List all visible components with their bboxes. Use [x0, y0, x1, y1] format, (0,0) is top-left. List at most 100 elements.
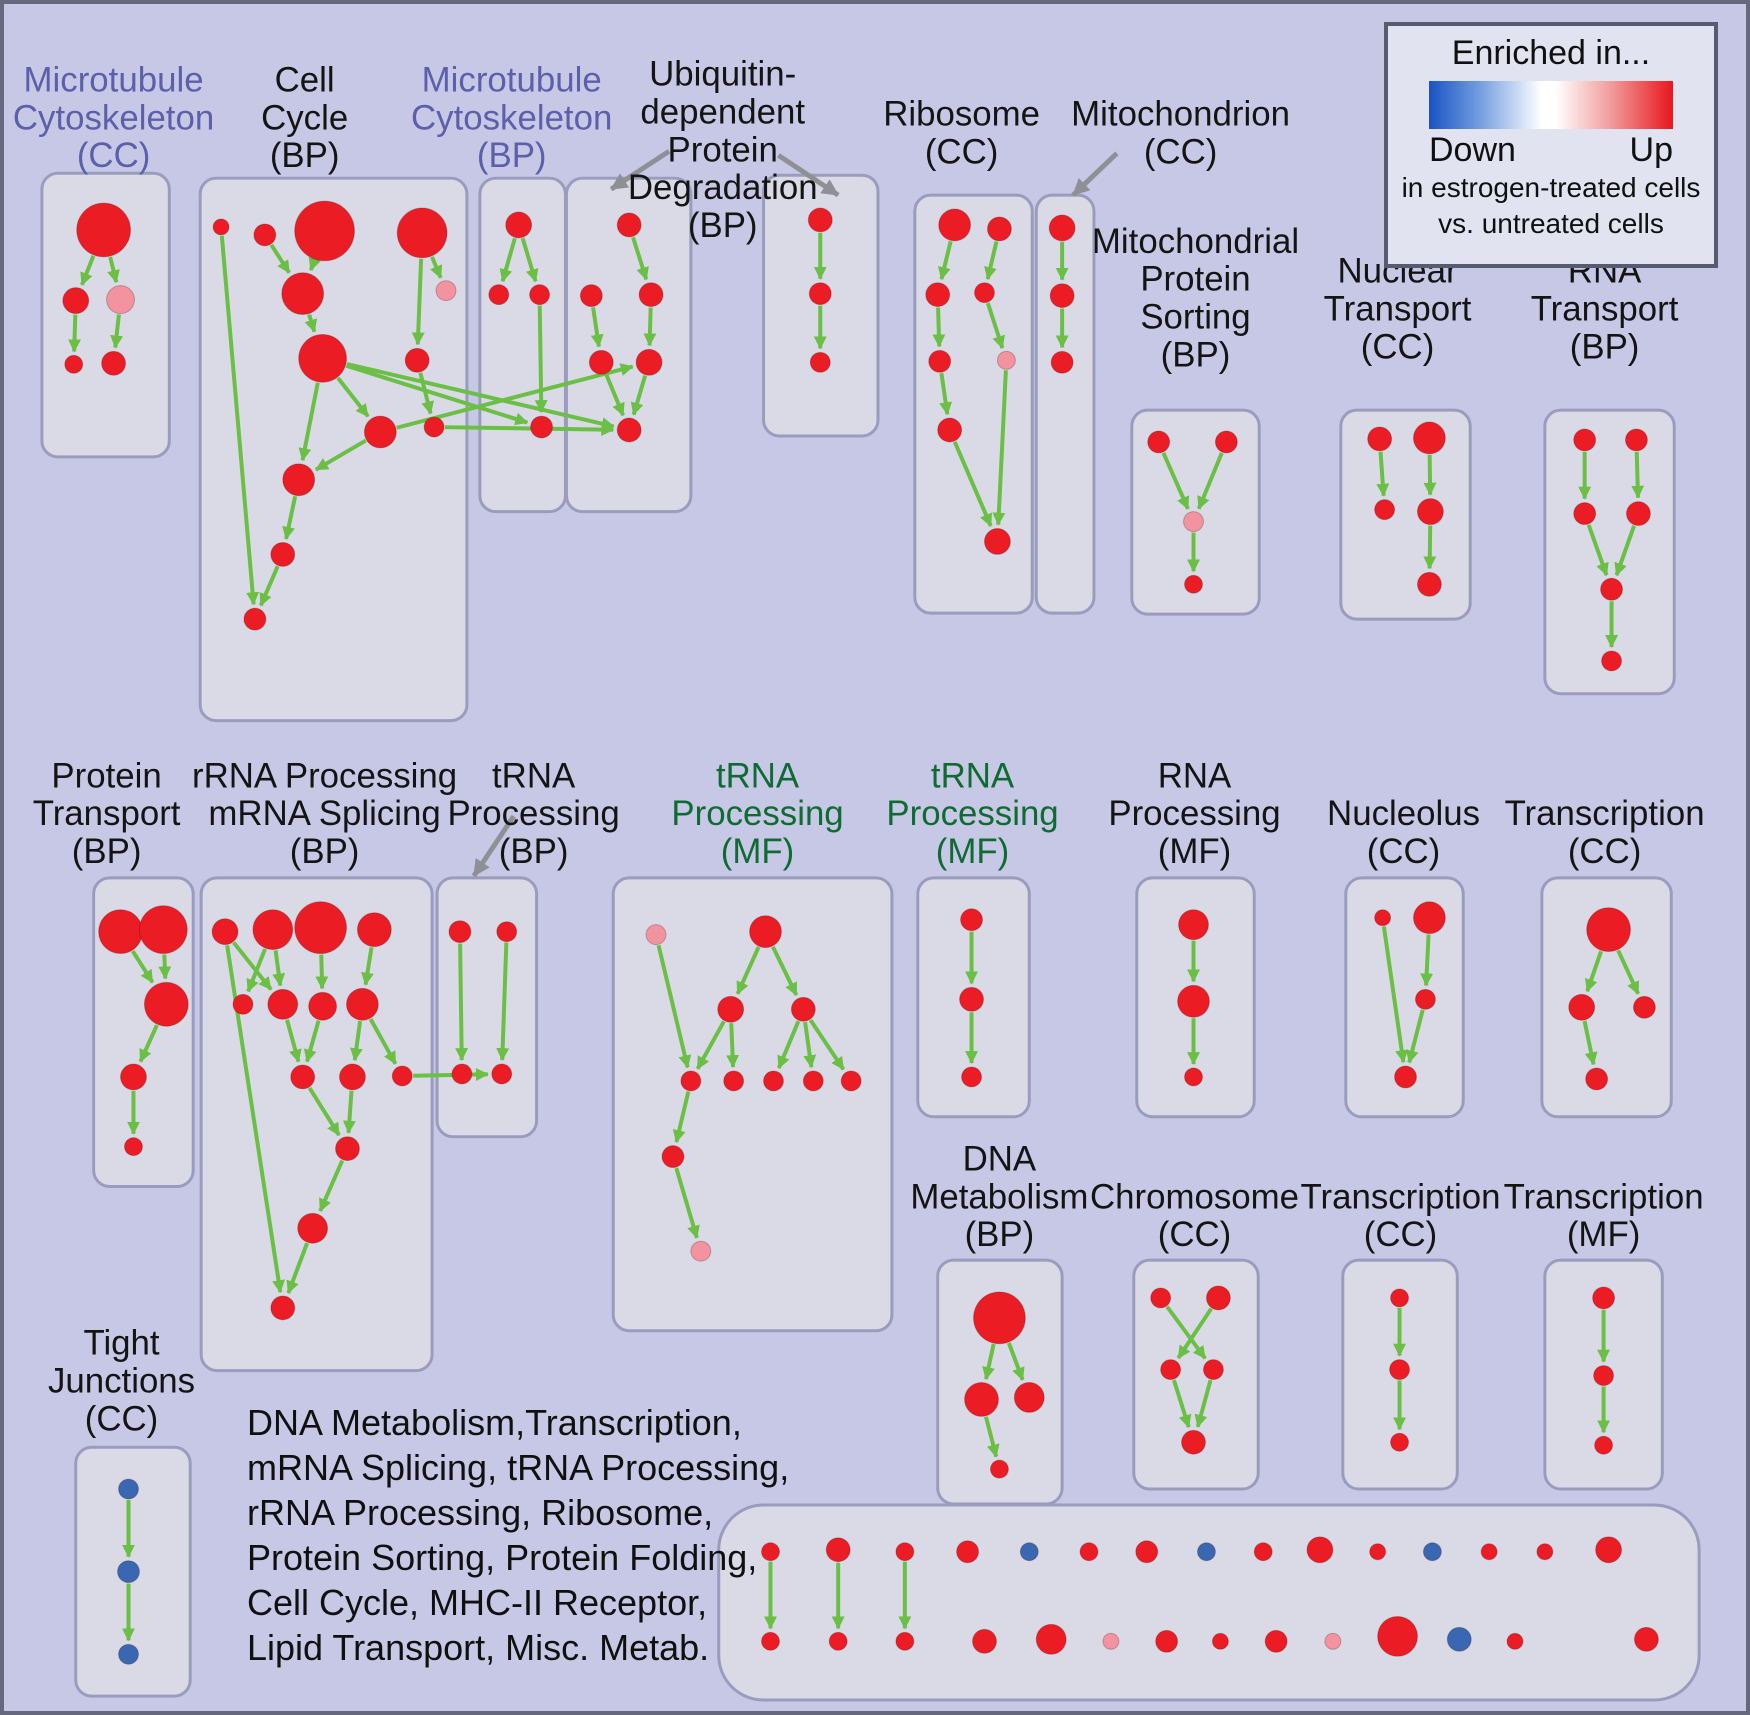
go-term-node-h3	[1183, 511, 1204, 533]
edge-n10-n11	[674, 1167, 700, 1239]
go-term-node-h4	[1184, 574, 1203, 594]
go-term-node-t1	[1150, 1287, 1172, 1309]
cluster-label-trna-processing-bp: tRNA Processing (BP)	[447, 756, 619, 871]
edge-b7-b11	[298, 382, 320, 462]
go-term-node-n2	[749, 915, 782, 949]
edge-l10-l12	[342, 1090, 356, 1134]
go-term-node-k3	[143, 981, 189, 1027]
cluster-label-chromosome-cc: Chromosome (CC)	[1090, 1177, 1299, 1254]
go-term-node-l2	[252, 909, 294, 951]
cluster-box-chromosome-cc	[1132, 1258, 1260, 1491]
edge-b4-b8	[411, 258, 425, 346]
go-term-node-x13	[1480, 1543, 1498, 1561]
go-term-node-l10	[339, 1063, 366, 1091]
edge-l8-l11	[368, 1018, 398, 1065]
go-term-node-b11	[282, 463, 316, 497]
edge-l6-l9	[285, 1019, 302, 1063]
edge-n3-n5	[695, 1020, 726, 1070]
go-term-node-t2	[1205, 1285, 1231, 1311]
go-term-node-y8	[1211, 1632, 1229, 1650]
edge-l9-l12	[307, 1086, 341, 1137]
go-term-node-x11	[1369, 1543, 1387, 1561]
edge-j3-j5	[1586, 524, 1609, 577]
go-term-node-d4	[588, 349, 614, 375]
edge-f7-f8	[952, 441, 993, 527]
go-term-node-b9	[363, 415, 397, 449]
go-term-node-x5	[1019, 1542, 1039, 1562]
go-term-node-r2	[1568, 993, 1596, 1021]
label-pointer-arrow-3	[471, 814, 516, 878]
go-term-node-g2	[1049, 283, 1075, 309]
go-term-node-x3	[895, 1542, 915, 1562]
go-term-node-x15	[1595, 1536, 1622, 1564]
go-term-node-l1	[211, 918, 239, 946]
go-term-node-j2	[1624, 428, 1648, 452]
go-term-node-b13	[243, 607, 267, 631]
go-term-node-j1	[1573, 428, 1597, 452]
go-term-node-k2	[138, 905, 188, 955]
go-term-node-g1	[1048, 214, 1076, 242]
edge-i4-i5	[1423, 525, 1437, 570]
go-term-node-y13	[1506, 1632, 1524, 1650]
go-term-node-b6	[435, 280, 457, 302]
label-pointer-arrow-0	[609, 149, 671, 192]
go-term-node-a4	[64, 354, 84, 374]
go-term-node-q2	[1412, 901, 1446, 935]
edge-l7-l9	[304, 1020, 321, 1063]
go-term-node-w3	[118, 1643, 139, 1665]
cluster-label-rrna-processing-mrna-splicing-bp: rRNA Processing mRNA Splicing (BP)	[192, 756, 457, 871]
go-term-node-k1	[98, 909, 143, 955]
cluster-box-cell-cycle-bp	[198, 176, 469, 723]
go-term-node-f7	[937, 417, 963, 443]
cluster-label-ribosome-cc: Ribosome (CC)	[883, 94, 1040, 171]
category-footnote: DNA Metabolism,Transcription, mRNA Splic…	[247, 1400, 789, 1670]
label-pointer-arrow-2	[1071, 151, 1119, 197]
legend: Enriched in... Down Up in estrogen-treat…	[1384, 22, 1718, 268]
cluster-label-microtubule-cytoskeleton-cc: Microtubule Cytoskeleton (CC)	[13, 61, 214, 176]
edge-a2-a4	[68, 314, 81, 353]
edge-b2-b5	[269, 243, 291, 274]
go-term-node-q4	[1394, 1065, 1417, 1089]
go-term-node-l6	[267, 988, 299, 1020]
go-term-node-b1	[212, 218, 230, 236]
legend-scale-labels: Down Up	[1429, 131, 1673, 170]
go-term-node-s1	[973, 1291, 1026, 1345]
edge-q3-q4	[1405, 1009, 1425, 1064]
go-term-node-i1	[1367, 426, 1393, 452]
cluster-label-trna-processing-mf-large: tRNA Processing (MF)	[671, 756, 843, 871]
go-term-node-l9	[290, 1064, 316, 1090]
footnote-line: Lipid Transport, Misc. Metab.	[247, 1627, 710, 1668]
edge-a1-a3	[107, 256, 120, 284]
go-term-node-r4	[1585, 1067, 1609, 1091]
edge-n4-n9	[808, 1018, 846, 1071]
go-term-node-w2	[117, 1560, 140, 1584]
go-term-node-n11	[690, 1240, 712, 1262]
go-term-node-y2	[828, 1631, 848, 1651]
cluster-label-microtubule-cytoskeleton-bp: Microtubule Cytoskeleton (BP)	[411, 61, 612, 176]
edge-s2-s4	[984, 1416, 1000, 1458]
go-term-node-r3	[1632, 995, 1656, 1019]
go-term-node-l4	[356, 912, 392, 948]
go-term-node-y6	[1102, 1632, 1120, 1650]
edge-n2-n4	[771, 945, 799, 996]
cluster-box-trna-processing-mf-large	[611, 876, 894, 1333]
go-term-node-x7	[1135, 1540, 1159, 1564]
go-term-node-y9	[1264, 1629, 1288, 1653]
go-term-node-x14	[1536, 1543, 1554, 1561]
go-term-node-v2	[1593, 1365, 1615, 1387]
go-term-node-j3	[1573, 502, 1597, 526]
go-term-node-b5	[281, 272, 325, 316]
cluster-label-cell-cycle-bp: Cell Cycle (BP)	[261, 61, 348, 176]
go-term-node-x12	[1422, 1542, 1442, 1562]
go-term-node-f3	[925, 282, 951, 308]
go-term-node-j6	[1601, 650, 1622, 672]
edge-b10-d6	[444, 423, 615, 437]
label-pointer-arrow-1	[777, 153, 840, 198]
edge-l11-m6	[413, 1068, 489, 1081]
go-term-node-n8	[802, 1070, 824, 1092]
edge-t4-t5	[1194, 1379, 1213, 1428]
go-term-node-x2	[825, 1537, 851, 1563]
go-term-node-v1	[1592, 1286, 1616, 1310]
go-term-node-l5	[232, 993, 254, 1015]
go-term-node-x6	[1079, 1542, 1099, 1562]
